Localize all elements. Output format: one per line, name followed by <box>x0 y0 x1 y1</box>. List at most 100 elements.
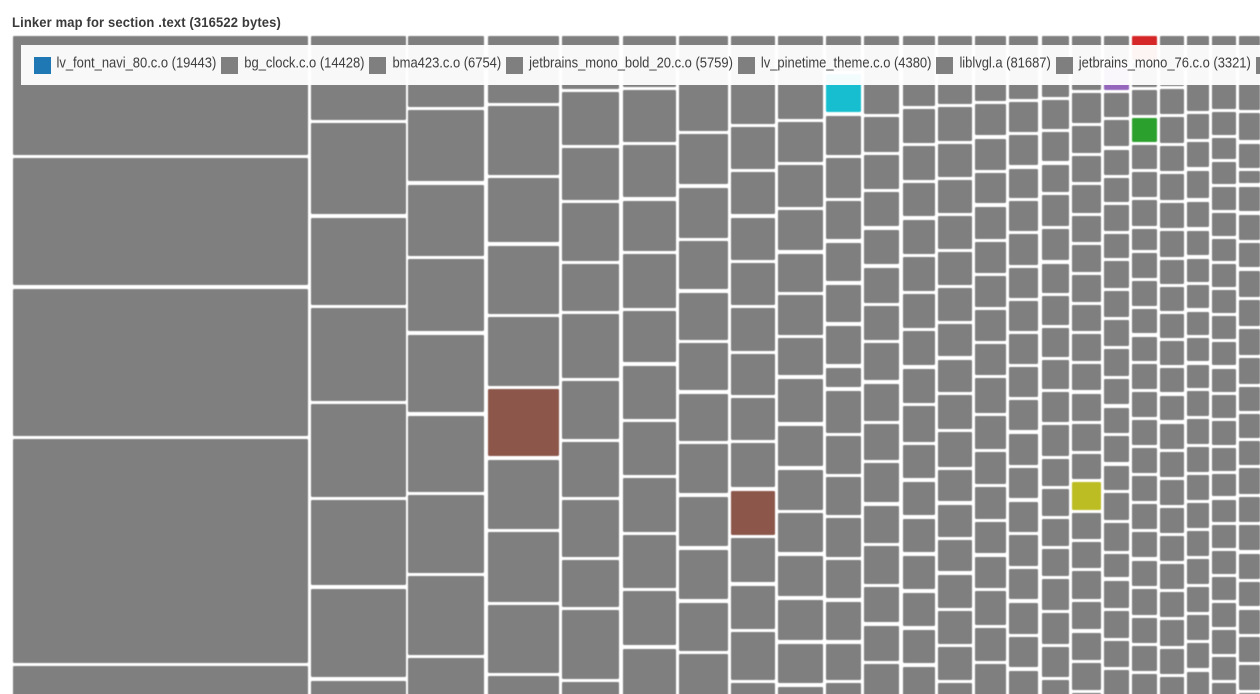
treemap-cell[interactable] <box>1212 473 1236 497</box>
treemap-cell[interactable] <box>1008 102 1039 132</box>
treemap-cell[interactable] <box>678 496 729 547</box>
treemap-cell[interactable] <box>1132 392 1158 418</box>
treemap-cell[interactable] <box>622 90 676 142</box>
treemap-cell[interactable] <box>863 546 900 584</box>
treemap-cell[interactable] <box>1212 603 1236 627</box>
treemap-cell[interactable] <box>1186 170 1210 199</box>
treemap-cell[interactable] <box>902 406 935 442</box>
treemap-cell[interactable] <box>1132 560 1158 586</box>
treemap-cell[interactable] <box>863 664 900 694</box>
treemap-cell[interactable] <box>622 590 676 646</box>
treemap-cell[interactable] <box>1186 311 1210 335</box>
treemap-cell[interactable] <box>778 425 824 467</box>
treemap-cell[interactable] <box>1212 161 1236 185</box>
treemap-cell[interactable] <box>1160 507 1184 533</box>
treemap-cell[interactable] <box>311 500 406 586</box>
treemap-cell[interactable] <box>1008 670 1039 694</box>
treemap-cell[interactable] <box>1041 391 1070 423</box>
treemap-cell[interactable] <box>825 115 862 155</box>
treemap-cell[interactable] <box>938 179 973 214</box>
treemap-cell[interactable] <box>1072 453 1101 480</box>
treemap-cell[interactable] <box>1160 341 1184 366</box>
treemap-cell[interactable] <box>825 158 862 198</box>
treemap-cell[interactable] <box>1160 451 1184 477</box>
treemap-cell[interactable] <box>1212 213 1236 236</box>
treemap-cell[interactable] <box>1160 174 1184 200</box>
treemap-cell[interactable] <box>1186 338 1210 362</box>
treemap-cell[interactable] <box>1072 571 1101 599</box>
treemap-cell[interactable] <box>1212 656 1236 680</box>
treemap-cell[interactable] <box>1238 143 1260 169</box>
treemap-cell[interactable] <box>975 591 1006 625</box>
treemap-cell[interactable] <box>1103 178 1129 202</box>
treemap-cell[interactable] <box>938 323 973 357</box>
treemap-cell[interactable] <box>902 108 935 144</box>
treemap-cell[interactable] <box>1072 275 1101 302</box>
treemap-cell[interactable] <box>863 505 900 543</box>
treemap-cell[interactable] <box>1132 145 1158 170</box>
treemap-cell[interactable] <box>778 469 824 510</box>
treemap-cell[interactable] <box>1132 646 1158 672</box>
treemap-cell[interactable] <box>778 295 824 335</box>
treemap-cell[interactable] <box>778 378 824 423</box>
treemap-cell[interactable] <box>1103 93 1129 117</box>
treemap-cell[interactable] <box>902 257 935 292</box>
treemap-cell[interactable] <box>825 436 862 474</box>
treemap-cell[interactable] <box>1008 301 1039 331</box>
treemap-cell[interactable] <box>902 555 935 590</box>
treemap-cell[interactable] <box>731 443 775 488</box>
treemap-cell[interactable] <box>311 588 406 678</box>
treemap-cell[interactable] <box>1103 641 1129 667</box>
treemap-cell[interactable] <box>1072 393 1101 421</box>
treemap-cell[interactable] <box>1008 234 1039 265</box>
treemap-cell[interactable] <box>938 431 973 467</box>
treemap-cell[interactable] <box>1238 582 1260 607</box>
treemap-cell[interactable] <box>678 549 729 600</box>
treemap-cell[interactable] <box>825 201 862 240</box>
treemap-cell[interactable] <box>778 555 824 597</box>
treemap-cell[interactable] <box>1072 601 1101 630</box>
treemap-cell[interactable] <box>938 143 973 177</box>
treemap-cell[interactable] <box>1041 164 1070 193</box>
treemap-cell[interactable] <box>1103 378 1129 405</box>
treemap-cell[interactable] <box>778 253 824 292</box>
treemap-cell[interactable] <box>1186 615 1210 641</box>
treemap-cell[interactable] <box>1132 308 1158 334</box>
treemap-cell[interactable] <box>1008 367 1039 397</box>
treemap-cell[interactable] <box>975 451 1006 484</box>
treemap-cell[interactable] <box>1041 425 1070 457</box>
treemap-cell[interactable] <box>1160 479 1184 505</box>
treemap-cell[interactable] <box>1103 234 1129 259</box>
treemap-cell[interactable] <box>1238 357 1260 384</box>
treemap-cell[interactable] <box>678 343 729 391</box>
treemap-cell[interactable] <box>938 252 973 285</box>
treemap-cell[interactable] <box>1160 286 1184 311</box>
treemap-cell[interactable] <box>1160 535 1184 561</box>
treemap-cell[interactable] <box>1072 125 1101 153</box>
treemap-cell[interactable] <box>825 477 862 515</box>
treemap-cell[interactable] <box>1072 304 1101 332</box>
treemap-cell[interactable] <box>311 122 406 215</box>
treemap-cell[interactable] <box>975 310 1006 342</box>
treemap-cell[interactable] <box>1072 423 1101 451</box>
treemap-cell[interactable] <box>1041 359 1070 389</box>
treemap-cell[interactable] <box>561 610 619 680</box>
treemap-cell[interactable] <box>731 683 775 694</box>
treemap-cell[interactable] <box>1072 662 1101 691</box>
treemap-cell[interactable] <box>1186 503 1210 528</box>
treemap-cell[interactable] <box>1132 674 1158 694</box>
treemap-cell[interactable] <box>678 187 729 238</box>
treemap-cell[interactable] <box>1103 407 1129 434</box>
treemap-cell[interactable] <box>975 241 1006 273</box>
treemap-cell[interactable] <box>487 389 560 457</box>
treemap-cell[interactable] <box>975 138 1006 171</box>
treemap-cell[interactable] <box>975 486 1006 519</box>
treemap-cell[interactable] <box>938 574 973 608</box>
treemap-cell[interactable] <box>975 173 1006 204</box>
treemap-cell[interactable] <box>1160 648 1184 675</box>
treemap-cell[interactable] <box>1103 149 1129 175</box>
treemap-cell[interactable] <box>863 192 900 227</box>
treemap-cell[interactable] <box>1212 316 1236 340</box>
treemap-cell[interactable] <box>1041 459 1070 487</box>
